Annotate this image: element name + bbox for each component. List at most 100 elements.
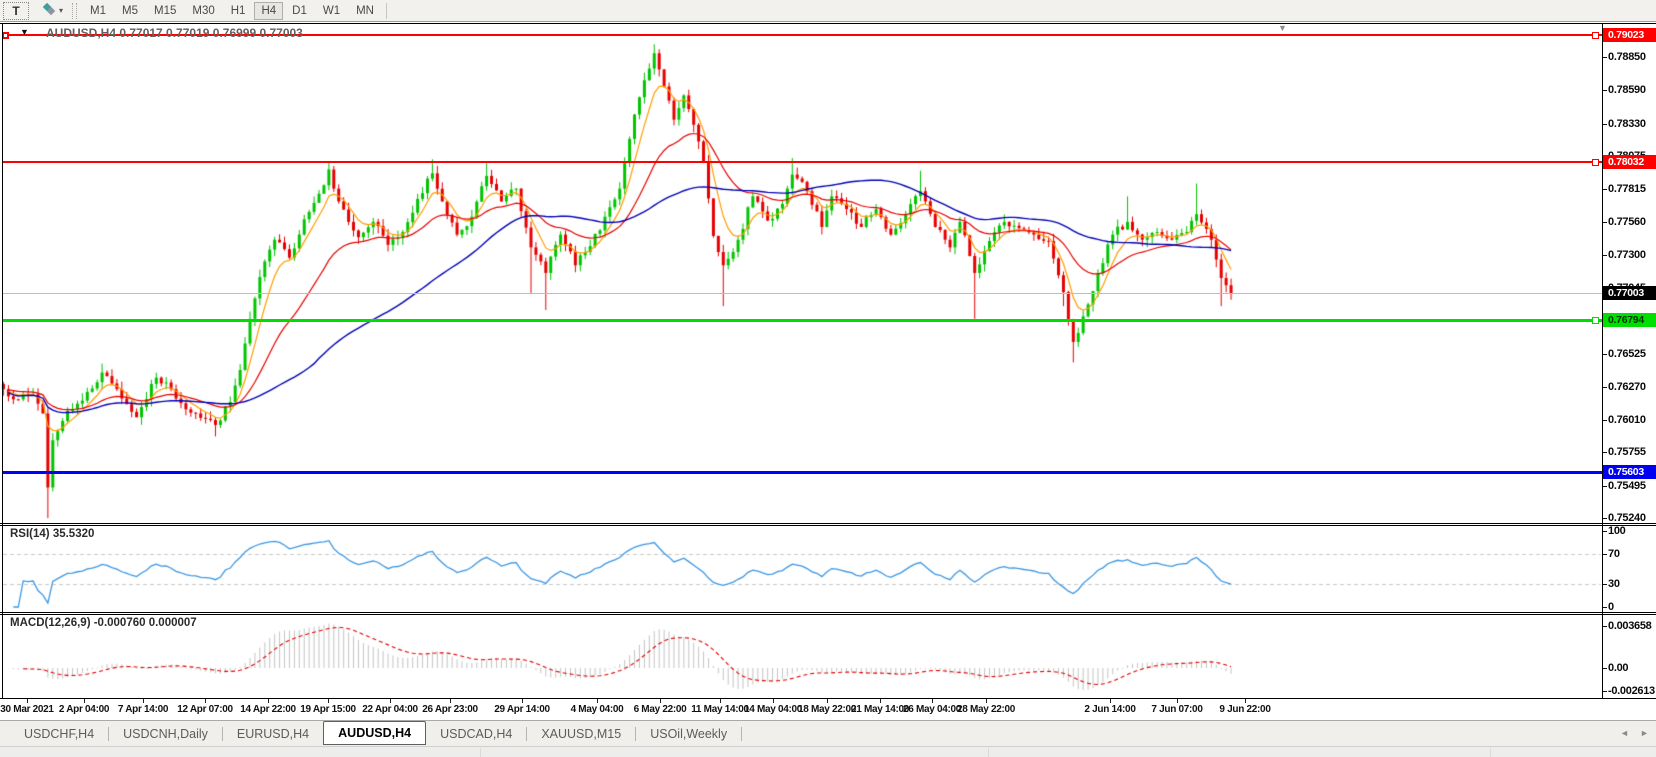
price-tick (1602, 420, 1607, 421)
price-tick (1602, 57, 1607, 58)
chart-top-border (0, 23, 1656, 24)
time-tick (880, 699, 881, 703)
chart-left-border (2, 23, 3, 698)
price-badge: 0.75603 (1603, 465, 1656, 479)
chart-tab-USOil-Weekly[interactable]: USOil,Weekly (650, 726, 728, 741)
time-tick (986, 699, 987, 703)
timeframe-button-M5[interactable]: M5 (115, 2, 145, 20)
price-tick (1602, 387, 1607, 388)
tab-separator (108, 726, 110, 741)
toolbar-grip[interactable] (72, 2, 78, 19)
time-label: 11 May 14:00 (691, 704, 749, 715)
price-tick-label: 0.77560 (1608, 216, 1646, 228)
price-level-line[interactable] (2, 319, 1602, 322)
tab-scroll-right-icon[interactable]: ► (1640, 728, 1649, 738)
time-label: 2 Jun 14:00 (1084, 704, 1136, 715)
toolbar: T ▾ M1 M5 M15 M30 H1 H4 D1 W1 MN (0, 0, 1656, 22)
time-tick (597, 699, 598, 703)
price-axis-line (1602, 23, 1603, 698)
tab-separator (221, 726, 223, 741)
price-tick-label: 0.78330 (1608, 118, 1646, 130)
line-handle[interactable] (1592, 32, 1599, 39)
panel-separator (0, 523, 1656, 524)
statusbar-separator (480, 748, 481, 757)
timeframe-button-M30[interactable]: M30 (185, 2, 221, 20)
chart-tabbar: USDCHF,H4 USDCNH,Daily EURUSD,H4 AUDUSD,H4 U… (0, 720, 1656, 746)
chart-tab-AUDUSD-H4[interactable]: AUDUSD,H4 (323, 721, 427, 745)
rsi-tick-label: 100 (1608, 525, 1626, 537)
timeframe-button-H1[interactable]: H1 (224, 2, 253, 20)
time-tick (205, 699, 206, 703)
chart-shift-marker-icon[interactable]: ▼ (1278, 23, 1287, 33)
rsi-label: RSI(14) 35.5320 (10, 528, 95, 540)
text-tool-button[interactable]: T (3, 1, 29, 20)
chart-tab-USDCHF-H4[interactable]: USDCHF,H4 (24, 726, 95, 741)
price-level-line[interactable] (2, 293, 1602, 294)
time-tick (450, 699, 451, 703)
price-tick (1602, 518, 1607, 519)
time-tick (390, 699, 391, 703)
macd-tick (1602, 668, 1607, 669)
timeframe-button-M15[interactable]: M15 (147, 2, 183, 20)
rsi-tick (1602, 607, 1607, 608)
price-tick-label: 0.76010 (1608, 414, 1646, 426)
time-label: 14 Apr 22:00 (240, 704, 296, 715)
price-tick-label: 0.76270 (1608, 381, 1646, 393)
price-tick (1602, 255, 1607, 256)
chart-tab-EURUSD-H4[interactable]: EURUSD,H4 (236, 726, 310, 741)
time-label: 14 May 04:00 (743, 704, 803, 715)
timeframe-button-D1[interactable]: D1 (285, 2, 314, 20)
line-handle[interactable] (1592, 159, 1599, 166)
statusbar-separator (988, 748, 989, 757)
price-tick-label: 0.78850 (1608, 51, 1646, 63)
time-tick (143, 699, 144, 703)
price-badge: 0.76794 (1603, 313, 1656, 327)
diamonds-icon (40, 2, 56, 19)
time-tick (268, 699, 269, 703)
macd-tick-label: 0.00 (1608, 662, 1629, 674)
time-label: 18 May 22:00 (797, 704, 857, 715)
price-badge: 0.78032 (1603, 155, 1656, 169)
timeframe-button-H4[interactable]: H4 (254, 1, 284, 20)
time-tick (932, 699, 933, 703)
objects-dropdown-button[interactable]: ▾ (36, 2, 67, 20)
tab-scroll-left-icon[interactable]: ◄ (1620, 728, 1629, 738)
panel-separator (0, 614, 1656, 615)
chevron-down-icon: ▾ (59, 6, 64, 15)
price-level-line[interactable] (2, 34, 1602, 36)
macd-label: MACD(12,26,9) -0.000760 0.000007 (10, 617, 197, 629)
line-handle[interactable] (1592, 317, 1599, 324)
rsi-tick-label: 0 (1608, 601, 1614, 613)
price-level-line[interactable] (2, 161, 1602, 163)
time-label: 4 May 04:00 (570, 704, 624, 715)
time-label: 26 May 04:00 (902, 704, 962, 715)
time-tick (827, 699, 828, 703)
time-axis[interactable]: 30 Mar 2021 2 Apr 04:00 7 Apr 14:00 12 Apr … (0, 698, 1656, 719)
chart-tab-USDCAD-H4[interactable]: USDCAD,H4 (440, 726, 513, 741)
chart-tab-USDCNH-Daily[interactable]: USDCNH,Daily (123, 726, 208, 741)
time-tick (720, 699, 721, 703)
rsi-tick-label: 30 (1608, 578, 1620, 590)
time-label: 26 Apr 23:00 (422, 704, 478, 715)
price-badge: 0.77003 (1603, 286, 1656, 300)
chart-tab-XAUUSD-M15[interactable]: XAUUSD,M15 (541, 726, 622, 741)
time-label: 7 Apr 14:00 (117, 704, 169, 715)
time-label: 28 May 22:00 (956, 704, 1016, 715)
toolbar-separator (385, 2, 387, 19)
chart-canvas[interactable] (0, 23, 1602, 698)
price-badge: 0.79023 (1603, 28, 1656, 42)
time-tick (660, 699, 661, 703)
time-label: 2 Apr 04:00 (58, 704, 110, 715)
timeframe-button-W1[interactable]: W1 (316, 2, 347, 20)
timeframe-button-MN[interactable]: MN (349, 2, 381, 20)
price-level-line[interactable] (2, 471, 1602, 474)
time-tick (1245, 699, 1246, 703)
time-label: 12 Apr 07:00 (177, 704, 233, 715)
line-handle[interactable] (2, 32, 9, 39)
time-label: 9 Jun 22:00 (1219, 704, 1271, 715)
panel-separator (0, 525, 1656, 526)
timeframe-button-M1[interactable]: M1 (83, 2, 113, 20)
macd-tick (1602, 626, 1607, 627)
time-tick (773, 699, 774, 703)
